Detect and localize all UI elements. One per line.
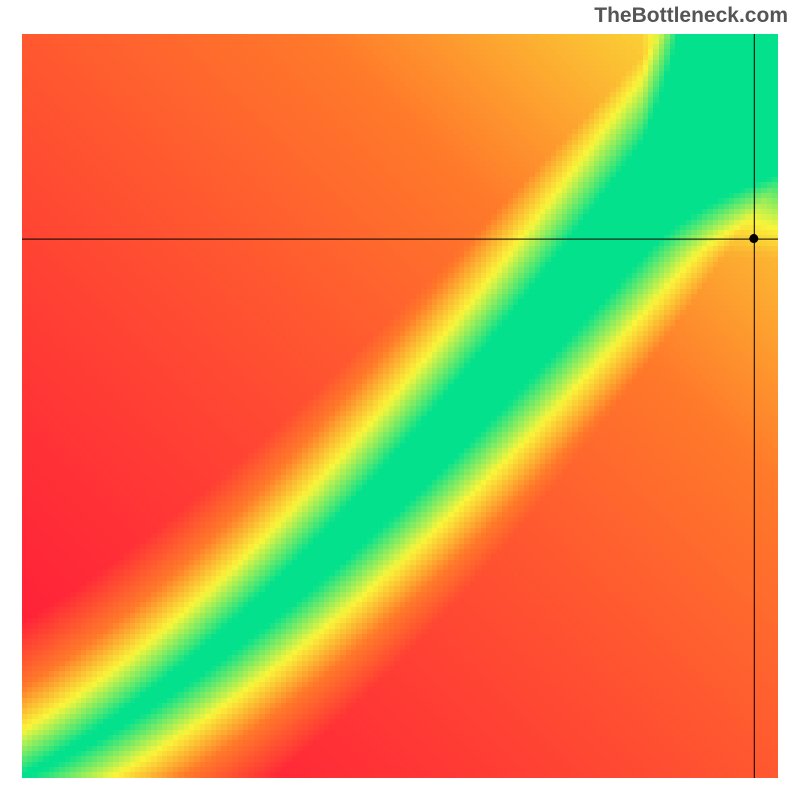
watermark-label: TheBottleneck.com (594, 4, 788, 28)
chart-container: TheBottleneck.com (0, 0, 800, 800)
plot-area (22, 34, 778, 778)
heatmap-canvas (22, 34, 778, 778)
